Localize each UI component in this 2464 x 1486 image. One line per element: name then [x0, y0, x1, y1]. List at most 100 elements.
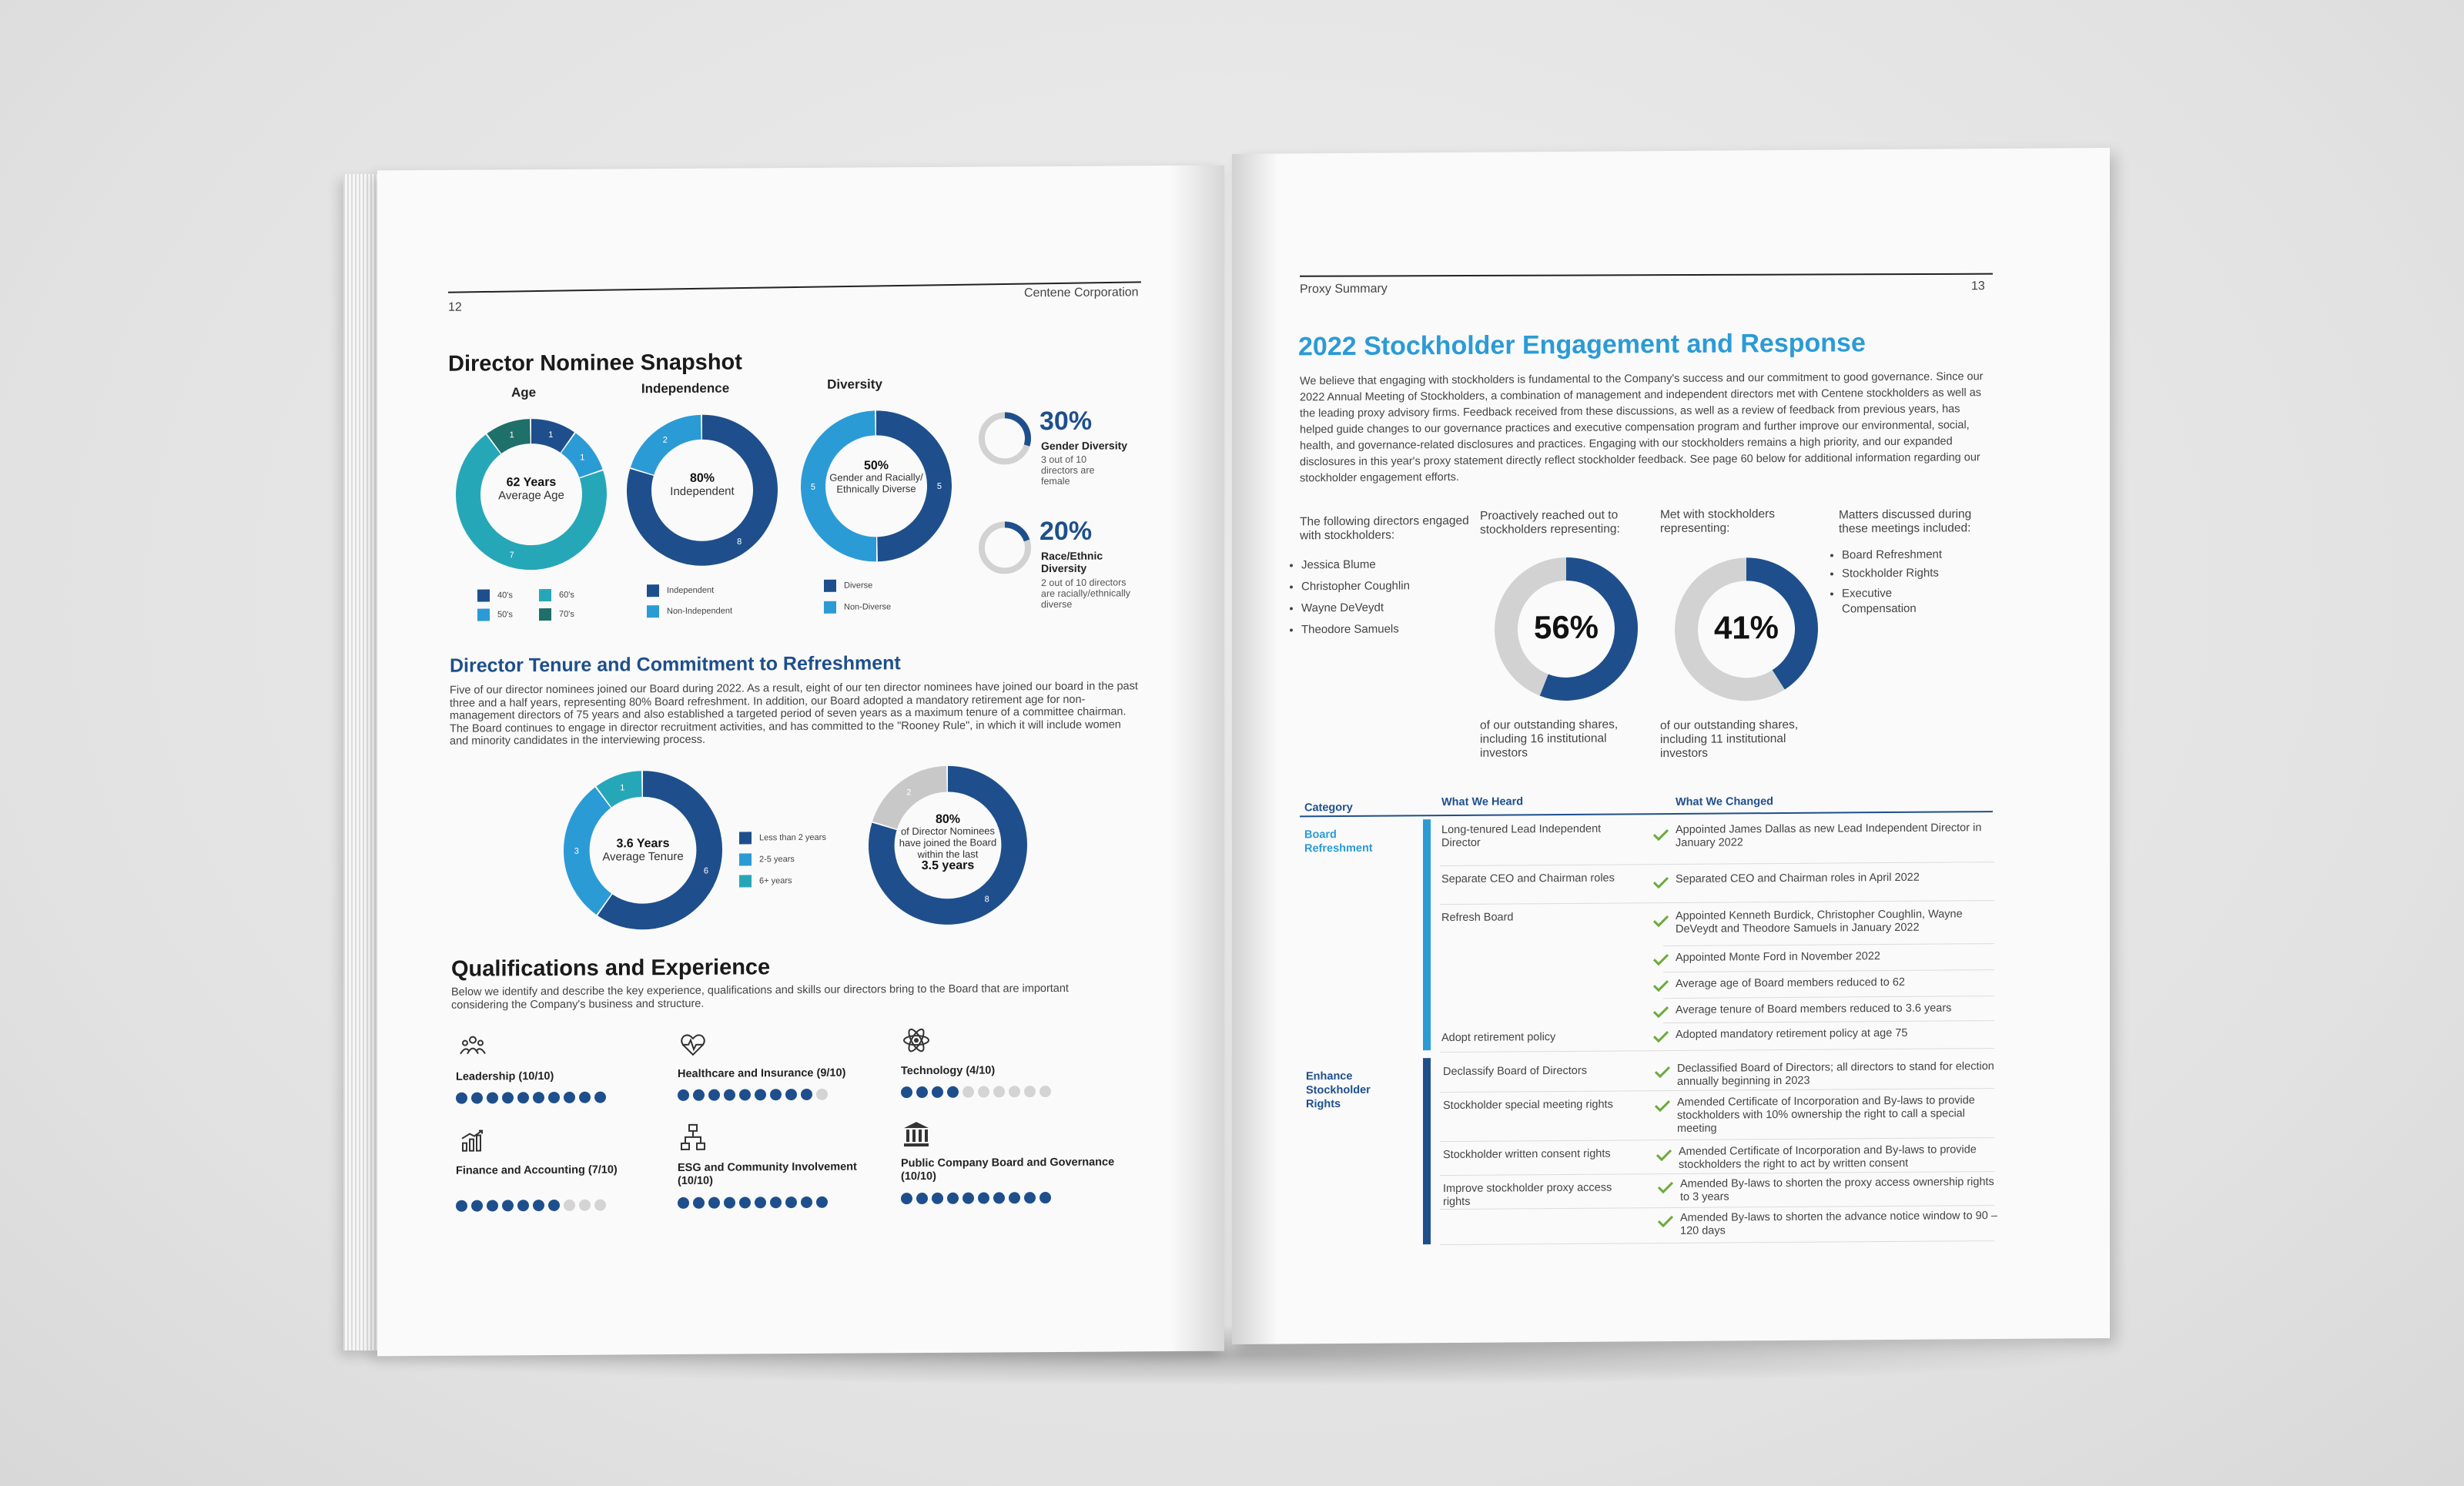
company-name: Centene Corporation [1024, 286, 1139, 300]
score-dot [978, 1192, 989, 1204]
legend-swatch [739, 875, 752, 888]
check-icon [1652, 979, 1669, 992]
matters-heading: Matters discussed during these meetings … [1839, 507, 1972, 536]
segment-value-label: 6 [704, 866, 708, 875]
score-dot [471, 1200, 483, 1212]
list-item: Jessica Blume [1301, 554, 1410, 576]
diversity-center-bold: 50% [863, 459, 889, 473]
changed-item: Separated CEO and Chairman roles in Apri… [1676, 871, 1920, 885]
page-number: 12 [448, 300, 462, 314]
score-dot [564, 1091, 575, 1103]
table-row-divider [1440, 1171, 1994, 1176]
segment-value-label: 2 [663, 436, 668, 445]
met-caption: of our outstanding shares, including 11 … [1660, 718, 1799, 761]
score-dot [564, 1199, 575, 1211]
category-stockholder-rights: Enhance Stockholder Rights [1306, 1069, 1371, 1111]
score-dot [901, 1193, 912, 1205]
tenure-center-text: Average Tenure [602, 849, 684, 864]
board-refreshment-bar [1423, 819, 1431, 1051]
legend-label: 2-5 years [759, 855, 795, 865]
score-dot [801, 1196, 812, 1208]
category-board-refreshment: Board Refreshment [1304, 828, 1373, 855]
right-gutter-shade [1232, 153, 1278, 1344]
left-page: 12 Centene Corporation Director Nominee … [377, 165, 1224, 1357]
score-dot [724, 1089, 735, 1101]
legend-swatch [477, 608, 490, 621]
score-dot [487, 1092, 498, 1104]
check-icon [1652, 1006, 1669, 1019]
tenure-paragraph: Five of our director nominees joined our… [450, 680, 1138, 748]
score-dot [471, 1092, 483, 1104]
score-dot [785, 1196, 797, 1209]
score-dot [579, 1091, 591, 1103]
score-dot [708, 1196, 720, 1209]
page-title: Director Nominee Snapshot [448, 350, 742, 377]
legend-label: 60's [559, 590, 574, 600]
donut-segment [456, 434, 607, 571]
check-icon [1654, 1066, 1671, 1079]
refresh-center-bold: 80% [935, 812, 961, 826]
score-dot [916, 1192, 928, 1205]
list-item: Stockholder Rights [1842, 564, 1965, 583]
table-row-divider [1663, 969, 1994, 973]
qualifications-heading: Qualifications and Experience [451, 955, 771, 982]
legend-item: 2-5 years [739, 853, 795, 866]
qualification-dots [678, 1088, 832, 1101]
header-rule [1299, 273, 1994, 277]
score-dot [517, 1200, 529, 1212]
legend-label: 40's [497, 591, 513, 601]
changed-item: Appointed Monte Ford in November 2022 [1676, 950, 1880, 964]
legend-swatch [647, 584, 659, 597]
score-dot [739, 1089, 751, 1101]
qualification-label: ESG and Community Involvement (10/10) [678, 1160, 857, 1187]
score-dot [502, 1092, 514, 1104]
donut-segment [630, 414, 702, 476]
score-dot [594, 1199, 606, 1211]
qualifications-paragraph: Below we identify and describe the key e… [451, 982, 1069, 1012]
age-center: 62 Years Average Age [470, 476, 593, 503]
legend-label: 70's [559, 609, 574, 619]
legend-swatch [824, 601, 836, 614]
qualification-dots [901, 1086, 1055, 1099]
segment-value-label: 1 [548, 430, 553, 440]
changed-item: Appointed Kenneth Burdick, Christopher C… [1676, 908, 1963, 935]
score-dot [785, 1089, 797, 1101]
met-heading: Met with stockholders representing: [1660, 507, 1776, 536]
diversity-title: Diversity [827, 377, 882, 392]
legend-item: 6+ years [739, 875, 792, 888]
legend-label: Diverse [844, 581, 873, 591]
score-dot [533, 1092, 544, 1104]
left-gutter-shade [1170, 165, 1224, 1352]
page-title: 2022 Stockholder Engagement and Response [1298, 328, 1866, 362]
segment-value-label: 2 [906, 788, 911, 797]
legend-label: Non-Independent [667, 606, 733, 617]
score-dot [1009, 1192, 1020, 1204]
ring-fill [1004, 521, 1030, 542]
donut-segment [801, 410, 877, 562]
donut-segment [598, 771, 722, 930]
race-stat-label: Race/Ethnic Diversity [1041, 549, 1103, 575]
heard-item: Long-tenured Lead Independent Director [1441, 822, 1602, 850]
changed-item: Appointed James Dallas as new Lead Indep… [1676, 822, 1982, 849]
score-dot [533, 1200, 544, 1212]
heart-pulse-icon [681, 1034, 705, 1056]
directors-heading: The following directors engaged with sto… [1300, 514, 1469, 543]
legend-item: Independent [647, 584, 714, 597]
changed-item: Average age of Board members reduced to … [1676, 976, 1905, 990]
qualification-label: Healthcare and Insurance (9/10) [678, 1066, 846, 1080]
check-icon [1657, 1181, 1674, 1194]
met-ring [1675, 557, 1818, 701]
qualification-label: Finance and Accounting (7/10) [456, 1163, 618, 1177]
score-dot [770, 1196, 782, 1209]
page-number: 13 [1971, 279, 1985, 293]
legend-label: Non-Diverse [844, 602, 892, 612]
legend-label: Independent [667, 585, 715, 596]
score-dot [724, 1196, 735, 1209]
score-dot [456, 1200, 467, 1212]
heard-item: Stockholder special meeting rights [1443, 1098, 1613, 1113]
table-row-divider [1440, 900, 1994, 905]
score-dot [594, 1091, 606, 1103]
segment-value-label: 1 [620, 783, 624, 792]
legend-swatch [739, 832, 752, 845]
diversity-center: 50% Gender and Racially/ Ethnically Dive… [815, 459, 938, 495]
